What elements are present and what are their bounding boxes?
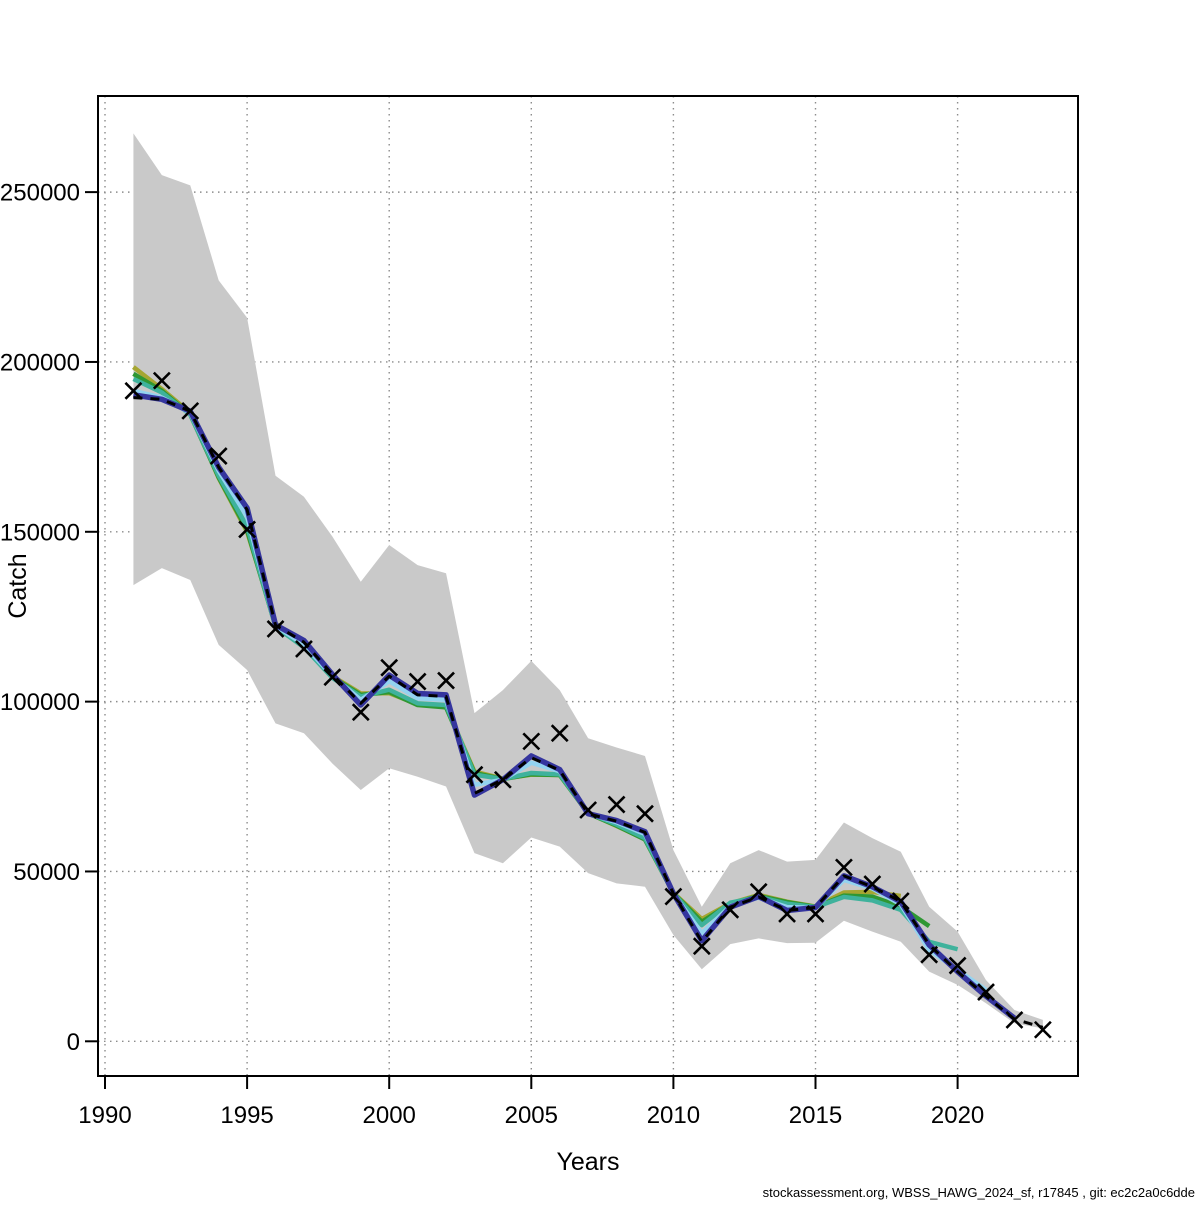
observed-catch-marker (152, 371, 171, 390)
observed-markers (124, 371, 1052, 1039)
x-tick-label: 2010 (647, 1102, 700, 1129)
observed-catch-marker (778, 905, 796, 923)
y-tick-label: 100000 (0, 689, 80, 716)
y-tick-label: 0 (67, 1029, 80, 1056)
observed-catch-marker (124, 381, 143, 400)
observed-catch-marker (948, 956, 967, 975)
y-axis-title: Catch (4, 553, 32, 618)
y-tick-label: 50000 (13, 859, 80, 886)
observed-catch-marker (437, 671, 455, 690)
y-tick-label: 200000 (0, 349, 80, 376)
observed-catch-marker (408, 672, 427, 691)
observed-catch-marker (465, 765, 484, 784)
x-tick-label: 2000 (363, 1102, 416, 1129)
observed-catch-marker (806, 905, 825, 923)
x-tick-label: 2015 (789, 1102, 842, 1129)
x-tick-label: 1995 (220, 1102, 273, 1129)
observed-catch-marker (664, 887, 683, 906)
observed-catch-marker (721, 900, 740, 919)
observed-catch-marker (579, 801, 598, 819)
observed-catch-marker (522, 732, 541, 751)
observed-catch-marker (636, 804, 654, 823)
x-tick-label: 1990 (78, 1102, 131, 1129)
observed-catch-marker (380, 658, 399, 677)
observed-catch-marker (835, 858, 853, 877)
observed-catch-marker (692, 937, 711, 956)
observed-catch-marker (323, 668, 342, 687)
plot-frame (97, 95, 1079, 1077)
observed-catch-marker (295, 640, 313, 658)
fit-current-run (133, 396, 1044, 1029)
observed-catch-marker (977, 983, 995, 1001)
observed-catch-marker (266, 620, 285, 638)
observed-catch-marker (749, 882, 768, 901)
y-tick-label: 250000 (0, 180, 80, 207)
observed-catch-marker (607, 795, 626, 814)
axes-frame (85, 95, 1079, 1089)
observed-catch-marker (863, 875, 882, 893)
observed-catch-marker (181, 401, 200, 420)
confidence-band (133, 133, 1043, 1029)
observed-catch-marker (550, 724, 569, 743)
x-tick-label: 2020 (931, 1102, 984, 1129)
observed-catch-marker (891, 892, 910, 910)
observed-catch-marker (1033, 1020, 1052, 1039)
observed-catch-marker (351, 703, 370, 722)
observed-catch-marker (493, 770, 512, 789)
footer-credit: stockassessment.org, WBSS_HAWG_2024_sf, … (763, 1185, 1195, 1200)
observed-catch-marker (920, 945, 939, 964)
series-lines (132, 365, 1044, 1029)
tick-labels: 1990 1995 2000 2005 2010 2015 2020 0 50000 100000… (0, 180, 984, 1129)
x-tick-label: 2005 (505, 1102, 558, 1129)
observed-catch-marker (209, 447, 228, 465)
x-axis-title: Years (556, 1148, 619, 1176)
y-tick-label: 150000 (0, 519, 80, 546)
observed-catch-marker (238, 520, 257, 539)
observed-catch-marker (1005, 1010, 1024, 1029)
confidence-interval (133, 133, 1043, 1029)
